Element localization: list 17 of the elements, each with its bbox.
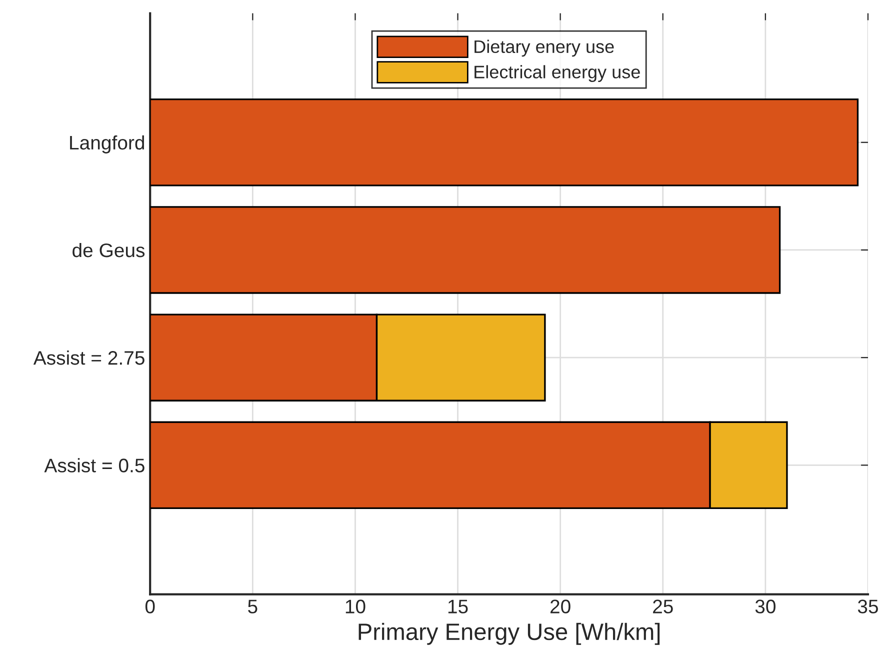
y-tick-label: Langford bbox=[70, 135, 144, 154]
x-tick-label: 15 bbox=[448, 600, 468, 614]
x-tick-label: 35 bbox=[858, 600, 878, 614]
x-tick-label: 5 bbox=[248, 600, 258, 614]
x-tick-label: 10 bbox=[346, 600, 366, 614]
y-tick-label: Assist = 2.75 bbox=[33, 350, 144, 365]
bar bbox=[150, 98, 859, 186]
bar bbox=[150, 206, 781, 294]
x-axis-title: Primary Energy Use [Wh/km] bbox=[358, 622, 660, 645]
x-tick-label: 20 bbox=[550, 600, 570, 614]
y-tick-label: de Geus bbox=[72, 242, 145, 258]
legend-label: Dietary enery use bbox=[474, 40, 614, 57]
y-tick-label: Assist = 0.5 bbox=[44, 458, 144, 472]
x-tick-label: 25 bbox=[653, 600, 673, 614]
x-tick-label: 0 bbox=[145, 600, 155, 614]
legend-label: Electrical energy use bbox=[474, 65, 640, 82]
x-tick-label: 30 bbox=[755, 600, 776, 614]
